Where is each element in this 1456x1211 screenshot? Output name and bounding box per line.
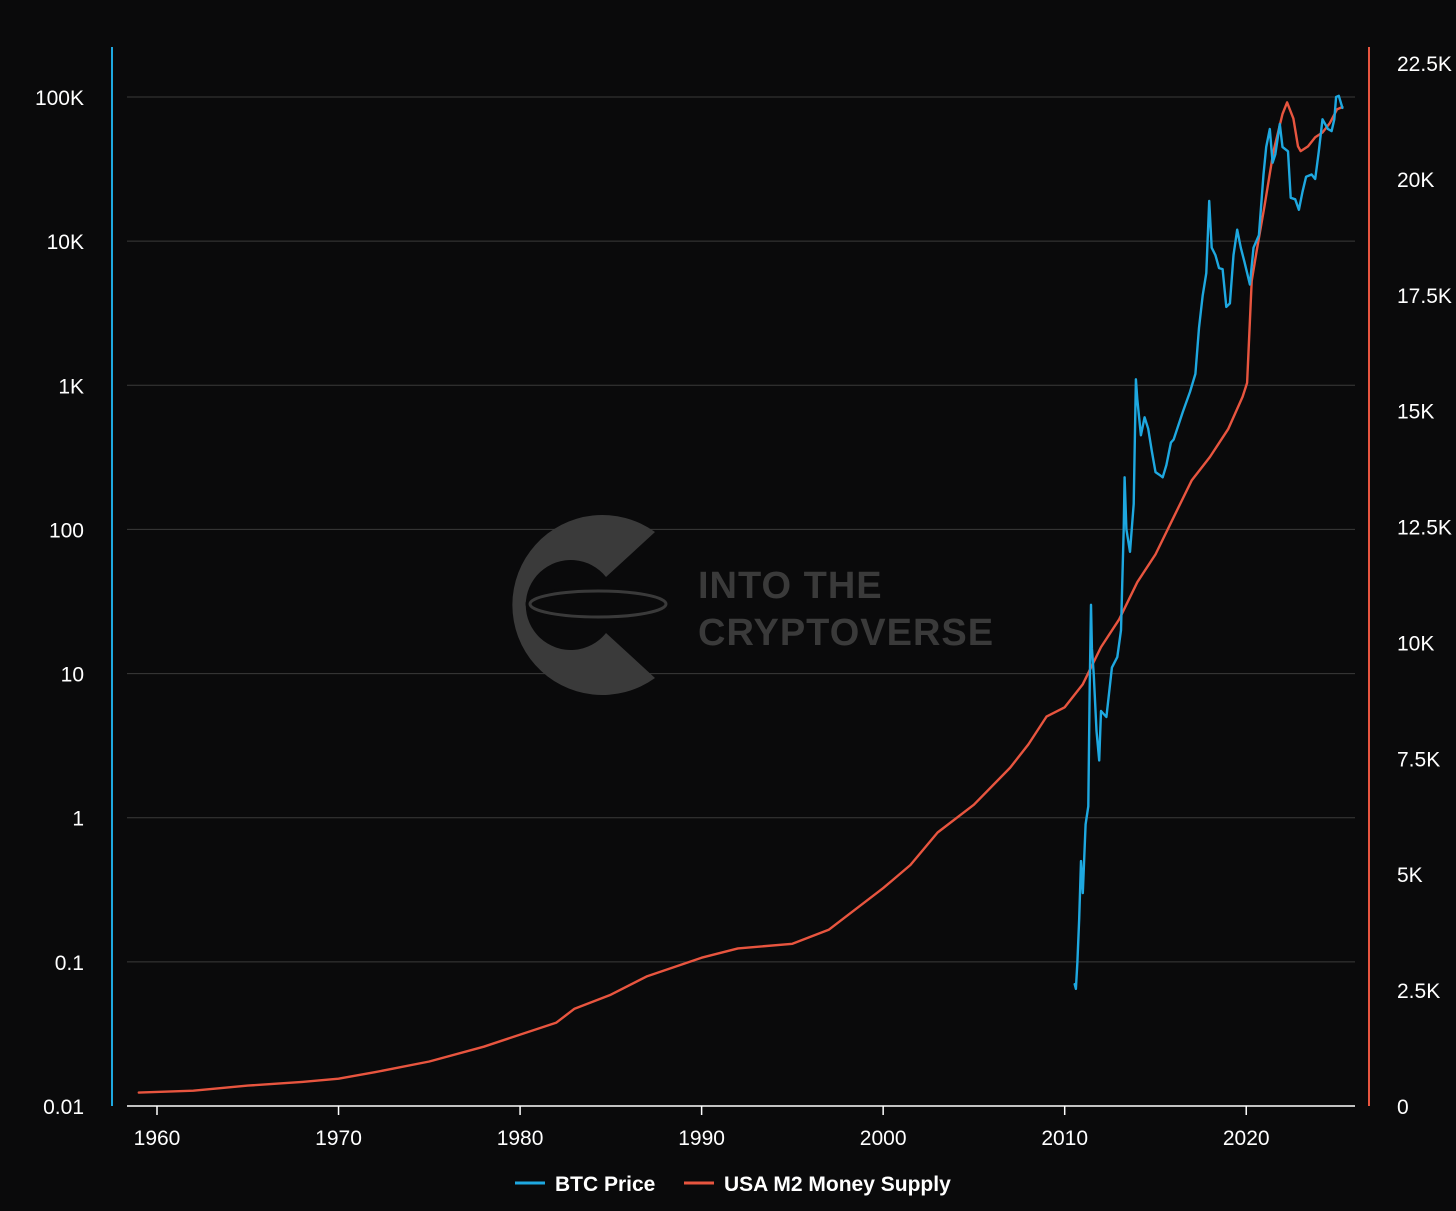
series-line-btc-price: [1073, 94, 1344, 990]
y-right-tick-label: 17.5K: [1397, 285, 1452, 308]
y-right-tick-label: 0: [1397, 1096, 1409, 1119]
x-tick-label: 2020: [1223, 1127, 1270, 1150]
y-left-tick-label: 100: [49, 519, 84, 542]
watermark-ring-outline: [528, 589, 668, 619]
y-left-tick-label: 0.01: [43, 1096, 84, 1119]
y-left-tick-label: 10K: [47, 231, 84, 254]
x-tick-label: 1990: [678, 1127, 725, 1150]
series-lines: [137, 94, 1344, 1094]
axes: [111, 47, 1370, 1107]
y-left-tick-label: 1: [72, 808, 84, 831]
legend-label-m2: USA M2 Money Supply: [724, 1173, 951, 1196]
watermark-logo-mark: [512, 515, 655, 696]
gridlines: [127, 96, 1355, 963]
x-tick-label: 1980: [497, 1127, 544, 1150]
legend-item-btc[interactable]: BTC Price: [515, 1173, 655, 1196]
x-tick-labels: 1960 1970 1980 1990 2000 2010 2020: [134, 1106, 1270, 1150]
legend[interactable]: BTC Price USA M2 Money Supply: [515, 1173, 951, 1196]
left-tick-labels: 0.01 0.1 1 10 100 1K 10K 100K: [35, 87, 84, 1119]
y-left-tick-label: 10: [61, 664, 84, 687]
legend-label-btc: BTC Price: [555, 1173, 655, 1196]
watermark-line-2: CRYPTOVERSE: [698, 612, 994, 654]
series-line-usa-m2: [137, 101, 1344, 1094]
y-right-tick-label: 10K: [1397, 632, 1434, 655]
y-right-tick-label: 20K: [1397, 169, 1434, 192]
right-tick-labels: 0 2.5K 5K 7.5K 10K 12.5K 15K 17.5K 20K 22.5K: [1397, 53, 1452, 1119]
y-right-tick-label: 12.5K: [1397, 517, 1452, 540]
x-tick-label: 2000: [860, 1127, 907, 1150]
x-tick-label: 1960: [134, 1127, 181, 1150]
y-right-tick-label: 2.5K: [1397, 980, 1440, 1003]
y-right-tick-label: 7.5K: [1397, 748, 1440, 771]
y-left-tick-label: 0.1: [55, 952, 84, 975]
legend-item-m2[interactable]: USA M2 Money Supply: [684, 1173, 951, 1196]
y-left-tick-label: 1K: [58, 375, 84, 398]
watermark-logo: INTO THE CRYPTOVERSE: [512, 515, 994, 696]
x-tick-label: 2010: [1041, 1127, 1088, 1150]
x-tick-label: 1970: [315, 1127, 362, 1150]
y-left-tick-label: 100K: [35, 87, 84, 110]
y-right-tick-label: 22.5K: [1397, 53, 1452, 76]
watermark-line-1: INTO THE: [698, 565, 883, 607]
y-right-tick-label: 5K: [1397, 864, 1423, 887]
y-right-tick-label: 15K: [1397, 401, 1434, 424]
